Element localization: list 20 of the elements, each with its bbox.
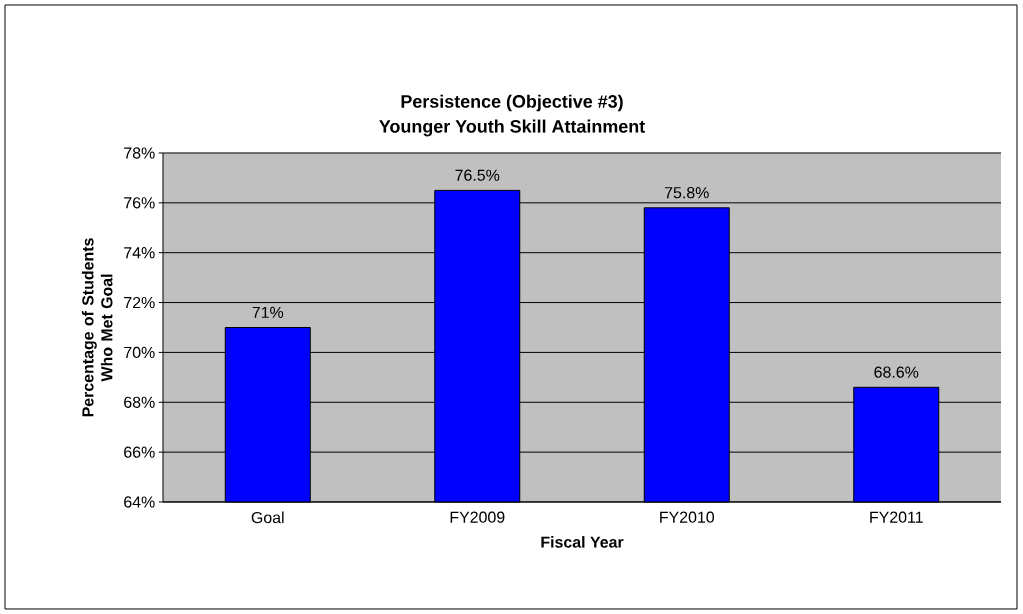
data-label: 76.5% [455,169,500,181]
data-label: 71% [252,306,284,318]
y-tick-label: 72% [124,296,155,309]
x-axis-title: Fiscal Year [541,536,624,548]
x-tick-label: FY2010 [660,511,715,523]
x-tick-label: FY2011 [870,511,923,523]
x-tick-label: FY2009 [450,511,505,523]
y-tick-label: 66% [124,446,155,458]
y-axis-title: Percentage of Students Who Met Goal [81,238,113,417]
chart-title: Persistence (Objective #3) [401,94,623,112]
data-label: 68.6% [874,366,919,378]
x-tick-label: Goal [251,511,284,524]
y-tick-label: 76% [124,197,155,209]
y-tick-label: 78% [124,147,155,159]
y-tick-label: 74% [124,247,155,259]
chart-subtitle: Younger Youth Skill Attainment [379,119,645,137]
y-tick-label: 70% [124,346,155,359]
y-tick-label: 64% [124,496,155,508]
y-tick-label: 68% [124,396,155,408]
data-label: 75.8% [664,187,709,199]
